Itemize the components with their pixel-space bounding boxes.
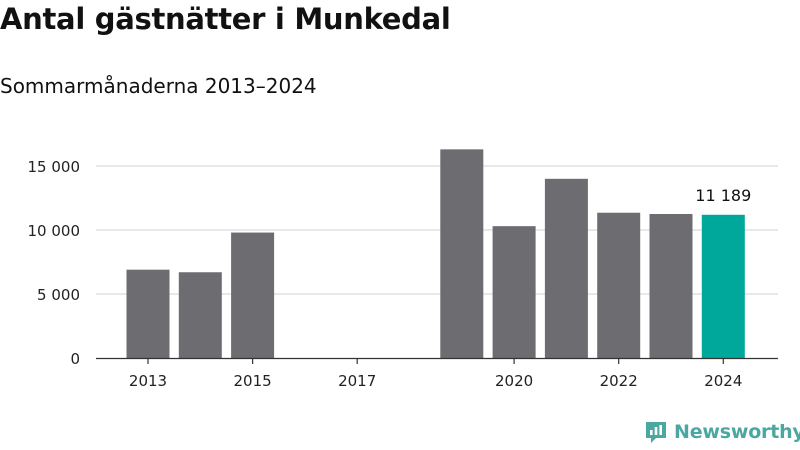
bar xyxy=(597,212,641,358)
bar xyxy=(649,214,693,358)
chart-title: Antal gästnätter i Munkedal xyxy=(0,2,451,36)
x-tick-label: 2024 xyxy=(704,372,742,390)
y-tick-label: 0 xyxy=(70,350,80,368)
data-label: 11 189 xyxy=(695,186,751,205)
x-tick-label: 2022 xyxy=(600,372,638,390)
bar xyxy=(231,232,275,358)
bar-highlight xyxy=(701,214,745,358)
x-tick-label: 2020 xyxy=(495,372,533,390)
bar xyxy=(492,226,536,358)
bar xyxy=(440,149,484,358)
newsworthy-brand: Newsworthy xyxy=(644,420,800,444)
y-tick-label: 5 000 xyxy=(37,286,80,304)
bar xyxy=(126,269,170,358)
x-tick-label: 2017 xyxy=(338,372,376,390)
bar xyxy=(544,178,588,358)
y-tick-label: 15 000 xyxy=(28,158,81,176)
bar xyxy=(178,272,222,358)
x-tick-label: 2013 xyxy=(129,372,167,390)
newsworthy-logo-icon xyxy=(646,422,666,443)
brand-name: Newsworthy xyxy=(674,421,800,443)
y-tick-label: 10 000 xyxy=(28,222,81,240)
x-tick-label: 2015 xyxy=(234,372,272,390)
chart-subtitle: Sommarmånaderna 2013–2024 xyxy=(0,74,317,98)
